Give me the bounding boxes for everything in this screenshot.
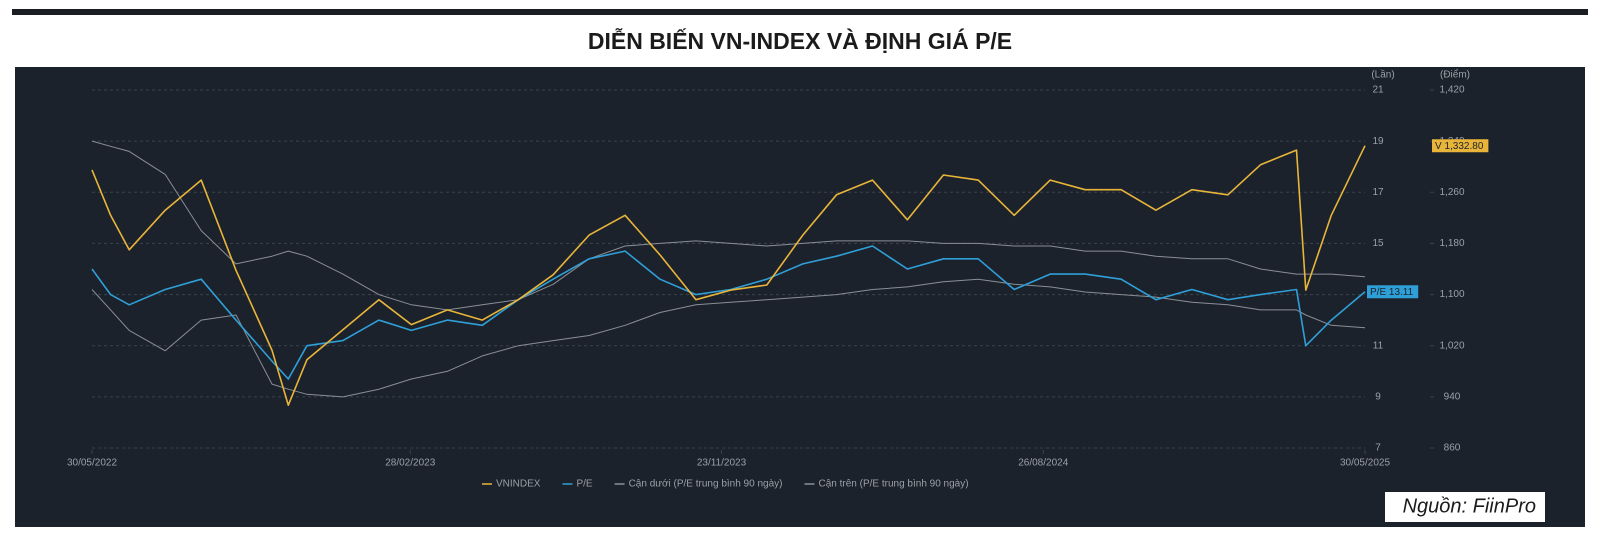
y2-tick-label: 940 (1444, 391, 1461, 402)
legend-label: Cận dưới (P/E trung bình 90 ngày) (629, 479, 783, 490)
end-label-box (1367, 285, 1419, 299)
source-box (1385, 492, 1545, 522)
series-line (91, 278, 1366, 398)
y-tick-label: 15 (1372, 238, 1384, 249)
y2-tick-label: 1,020 (1439, 340, 1464, 351)
x-tick-label: 30/05/2025 (1340, 458, 1390, 469)
y2-tick-label: 1,180 (1439, 238, 1464, 249)
legend-label: VNINDEX (496, 479, 541, 490)
chart-title: DIỄN BIẾN VN-INDEX VÀ ĐỊNH GIÁ P/E (588, 26, 1012, 54)
x-tick-label: 30/05/2022 (67, 458, 117, 469)
y2-tick-label: 1,260 (1439, 187, 1464, 198)
y2-tick-label: 1,420 (1439, 85, 1464, 96)
y-tick-label: 7 (1375, 443, 1381, 454)
y-tick-label: 11 (1373, 340, 1384, 351)
top-rule (12, 9, 1588, 15)
y-tick-label: 9 (1375, 391, 1381, 402)
source: Nguồn: FiinPro (1403, 495, 1536, 517)
y2-tick-label: 1,100 (1439, 289, 1464, 300)
end-label: P/E 13.11 (1370, 287, 1414, 298)
legend-label: P/E (576, 479, 592, 490)
end-label-box (1432, 139, 1489, 153)
y-tick-label: 17 (1372, 187, 1384, 198)
y-axis-title: (Lần) (1371, 69, 1394, 81)
x-tick-label: 28/02/2023 (385, 458, 435, 469)
series-line (91, 145, 1366, 406)
x-tick-label: 26/08/2024 (1018, 458, 1068, 469)
x-tick-label: 23/11/2023 (697, 458, 747, 469)
end-label: V 1,332.80 (1435, 141, 1484, 152)
y2-tick-label: 860 (1444, 443, 1461, 454)
legend-label: Cận trên (P/E trung bình 90 ngày) (818, 479, 968, 490)
y-tick-label: 21 (1372, 85, 1384, 96)
y2-axis-title: (Điểm) (1440, 69, 1470, 81)
series-line (91, 245, 1366, 380)
series-line (91, 140, 1366, 311)
y-tick-label: 19 (1372, 136, 1384, 147)
